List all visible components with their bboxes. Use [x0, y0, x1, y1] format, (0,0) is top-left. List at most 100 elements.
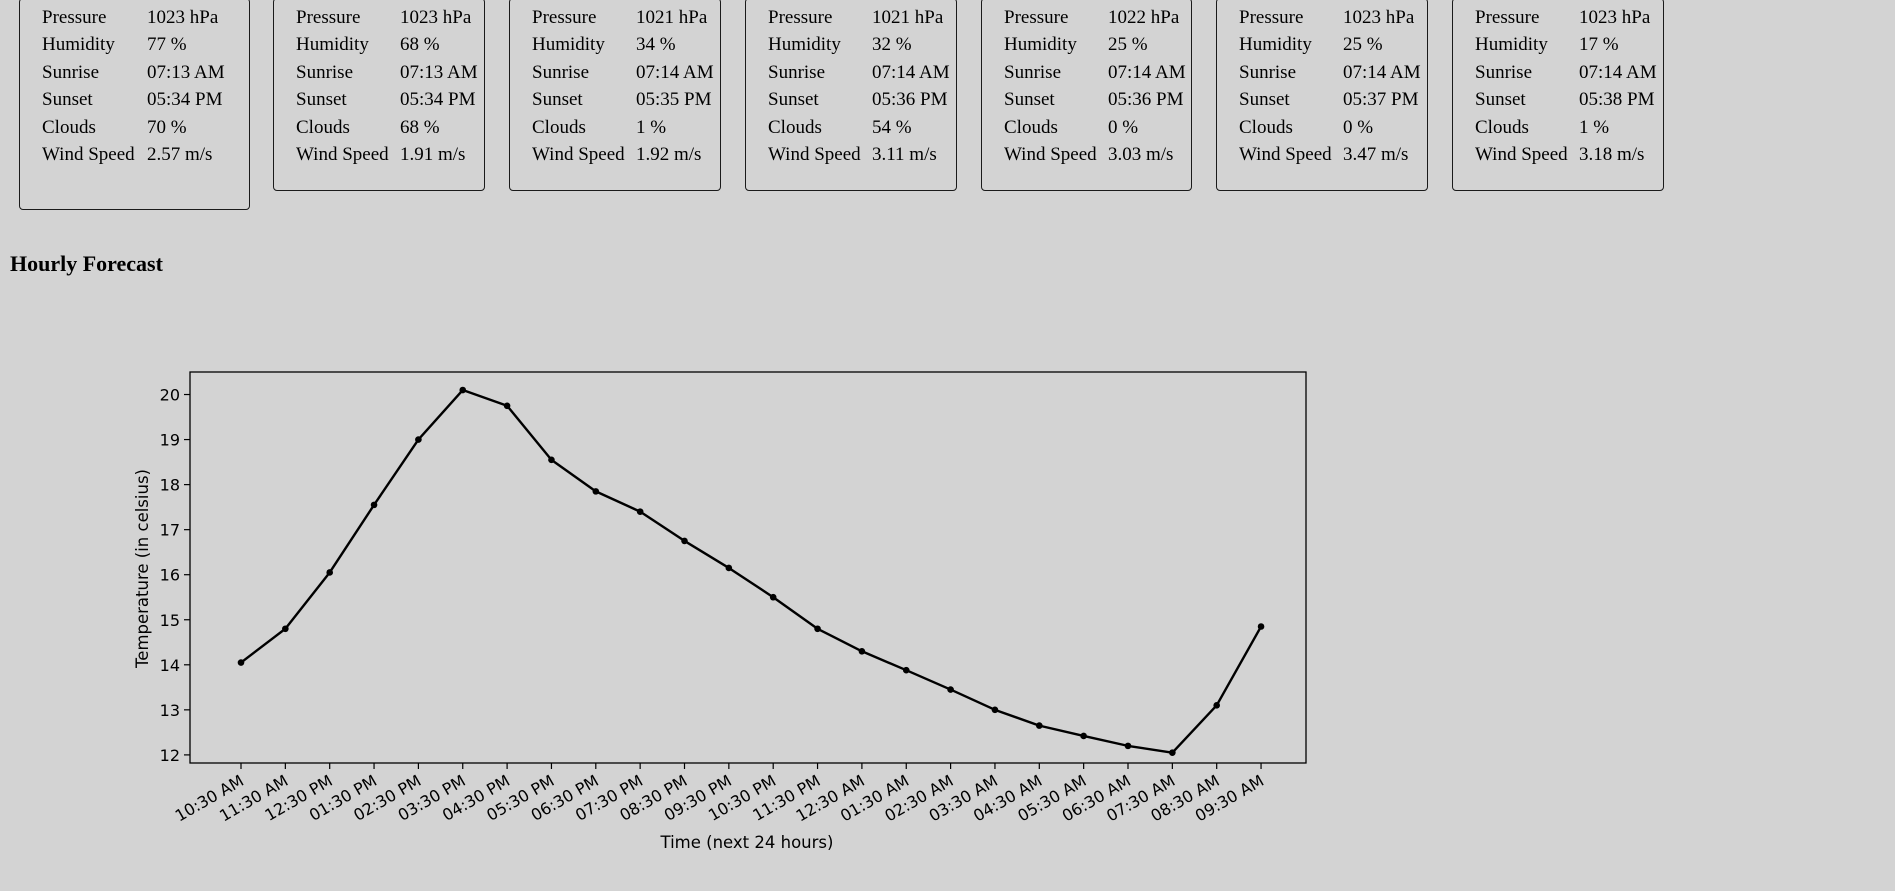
day-card-row: Sunset 05:35 PM	[532, 87, 714, 115]
day-card-row: Sunrise 07:14 AM	[768, 59, 950, 87]
metric-value: 07:14 AM	[872, 61, 950, 83]
data-point	[459, 386, 467, 394]
day-card-row: Humidity 34 %	[532, 32, 714, 60]
day-card: Pressure 1023 hPa Humidity 68 % Sunrise 07:13…	[273, 0, 485, 191]
data-point	[636, 508, 644, 515]
metric-value: 05:34 PM	[400, 89, 476, 111]
metric-value: 3.18 m/s	[1579, 144, 1645, 166]
data-point	[725, 564, 733, 572]
metric-label: Sunrise	[1239, 61, 1296, 83]
day-card-row: Humidity 68 %	[296, 32, 478, 60]
day-card-row: Sunset 05:34 PM	[42, 87, 225, 115]
day-card: Pressure 1023 hPa Humidity 17 % Sunrise 07:14…	[1452, 0, 1664, 191]
metric-value: 32 %	[872, 34, 912, 56]
metric-label: Sunrise	[296, 61, 353, 83]
metric-value: 07:14 AM	[636, 61, 714, 83]
data-point	[1257, 623, 1265, 630]
metric-value: 3.11 m/s	[872, 144, 937, 166]
day-card-row: Clouds 0 %	[1239, 114, 1421, 142]
plot-frame	[189, 371, 1307, 764]
data-point	[681, 537, 688, 545]
metric-label: Wind Speed	[532, 144, 625, 166]
data-point	[1036, 722, 1043, 729]
data-point	[1124, 742, 1132, 750]
y-tick-label: 14	[160, 656, 180, 675]
day-card-row: Sunset 05:38 PM	[1475, 87, 1657, 115]
day-card-row: Humidity 25 %	[1239, 32, 1421, 60]
metric-label: Humidity	[768, 34, 841, 56]
metric-label: Pressure	[1004, 6, 1069, 28]
day-card-row: Clouds 0 %	[1004, 114, 1186, 142]
day-card: Pressure 1022 hPa Humidity 25 % Sunrise 07:14…	[981, 0, 1192, 191]
metric-label: Clouds	[532, 116, 586, 138]
metric-value: 1023 hPa	[400, 6, 472, 28]
data-point	[370, 501, 378, 509]
metric-label: Sunrise	[768, 61, 825, 83]
data-point	[858, 647, 866, 655]
data-point	[1213, 702, 1220, 709]
metric-value: 0 %	[1343, 116, 1374, 138]
day-card-row: Pressure 1023 hPa	[1239, 4, 1421, 32]
day-card-row: Pressure 1021 hPa	[768, 4, 950, 32]
day-card-row: Pressure 1023 hPa	[42, 4, 225, 32]
metric-value: 34 %	[636, 34, 676, 56]
day-card-row: Sunset 05:36 PM	[768, 87, 950, 115]
metric-label: Pressure	[1239, 6, 1304, 28]
metric-label: Humidity	[532, 34, 605, 56]
day-card-row: Pressure 1022 hPa	[1004, 4, 1186, 32]
metric-value: 1023 hPa	[147, 6, 219, 28]
day-card-table: Pressure 1023 hPa Humidity 17 % Sunrise 07:14…	[1475, 4, 1657, 169]
day-card-row: Sunset 05:34 PM	[296, 87, 478, 115]
metric-label: Sunset	[296, 89, 347, 111]
day-card-row: Humidity 32 %	[768, 32, 950, 60]
metric-value: 25 %	[1108, 34, 1148, 56]
data-point	[548, 456, 555, 464]
data-point	[902, 666, 910, 674]
metric-label: Sunset	[768, 89, 819, 111]
day-card-row: Clouds 54 %	[768, 114, 950, 142]
hourly-forecast-title: Hourly Forecast	[10, 251, 163, 276]
y-tick-label: 19	[160, 431, 180, 450]
metric-label: Humidity	[42, 34, 115, 56]
day-card-row: Wind Speed 3.11 m/s	[768, 142, 950, 170]
metric-value: 05:35 PM	[636, 89, 712, 111]
day-card-table: Pressure 1023 hPa Humidity 25 % Sunrise 07:14…	[1239, 4, 1421, 169]
metric-label: Clouds	[1239, 116, 1293, 138]
metric-label: Clouds	[1004, 116, 1058, 138]
metric-value: 0 %	[1108, 116, 1139, 138]
metric-value: 1 %	[636, 116, 667, 138]
day-card-row: Pressure 1021 hPa	[532, 4, 714, 32]
temperature-line	[240, 388, 1263, 754]
day-card-row: Sunrise 07:13 AM	[42, 59, 225, 87]
metric-value: 1023 hPa	[1343, 6, 1415, 28]
metric-value: 05:34 PM	[147, 89, 223, 111]
metric-value: 77 %	[147, 34, 187, 56]
day-card-row: Wind Speed 3.18 m/s	[1475, 142, 1657, 170]
metric-value: 1021 hPa	[872, 6, 944, 28]
day-card-row: Clouds 1 %	[532, 114, 714, 142]
metric-value: 07:13 AM	[147, 61, 225, 83]
metric-value: 05:36 PM	[1108, 89, 1184, 111]
day-card-row: Clouds 68 %	[296, 114, 478, 142]
day-card-row: Wind Speed 3.03 m/s	[1004, 142, 1186, 170]
metric-label: Humidity	[296, 34, 369, 56]
day-card-row: Pressure 1023 hPa	[1475, 4, 1657, 32]
day-card-row: Wind Speed 1.91 m/s	[296, 142, 478, 170]
metric-label: Pressure	[42, 6, 107, 28]
metric-value: 70 %	[147, 116, 187, 138]
day-card-row: Sunrise 07:14 AM	[1475, 59, 1657, 87]
data-point	[814, 625, 821, 633]
metric-label: Wind Speed	[1239, 144, 1332, 166]
day-card-row: Sunset 05:36 PM	[1004, 87, 1186, 115]
metric-label: Humidity	[1475, 34, 1548, 56]
metric-value: 1.92 m/s	[636, 144, 702, 166]
day-card-row: Sunrise 07:13 AM	[296, 59, 478, 87]
day-card-row: Pressure 1023 hPa	[296, 4, 478, 32]
y-tick-label: 16	[160, 566, 180, 585]
day-card-table: Pressure 1022 hPa Humidity 25 % Sunrise 07:14…	[1004, 4, 1186, 169]
day-card-row: Wind Speed 1.92 m/s	[532, 142, 714, 170]
metric-value: 1.91 m/s	[400, 144, 466, 166]
metric-value: 2.57 m/s	[147, 144, 213, 166]
day-card-table: Pressure 1021 hPa Humidity 34 % Sunrise 07:14…	[532, 4, 714, 169]
